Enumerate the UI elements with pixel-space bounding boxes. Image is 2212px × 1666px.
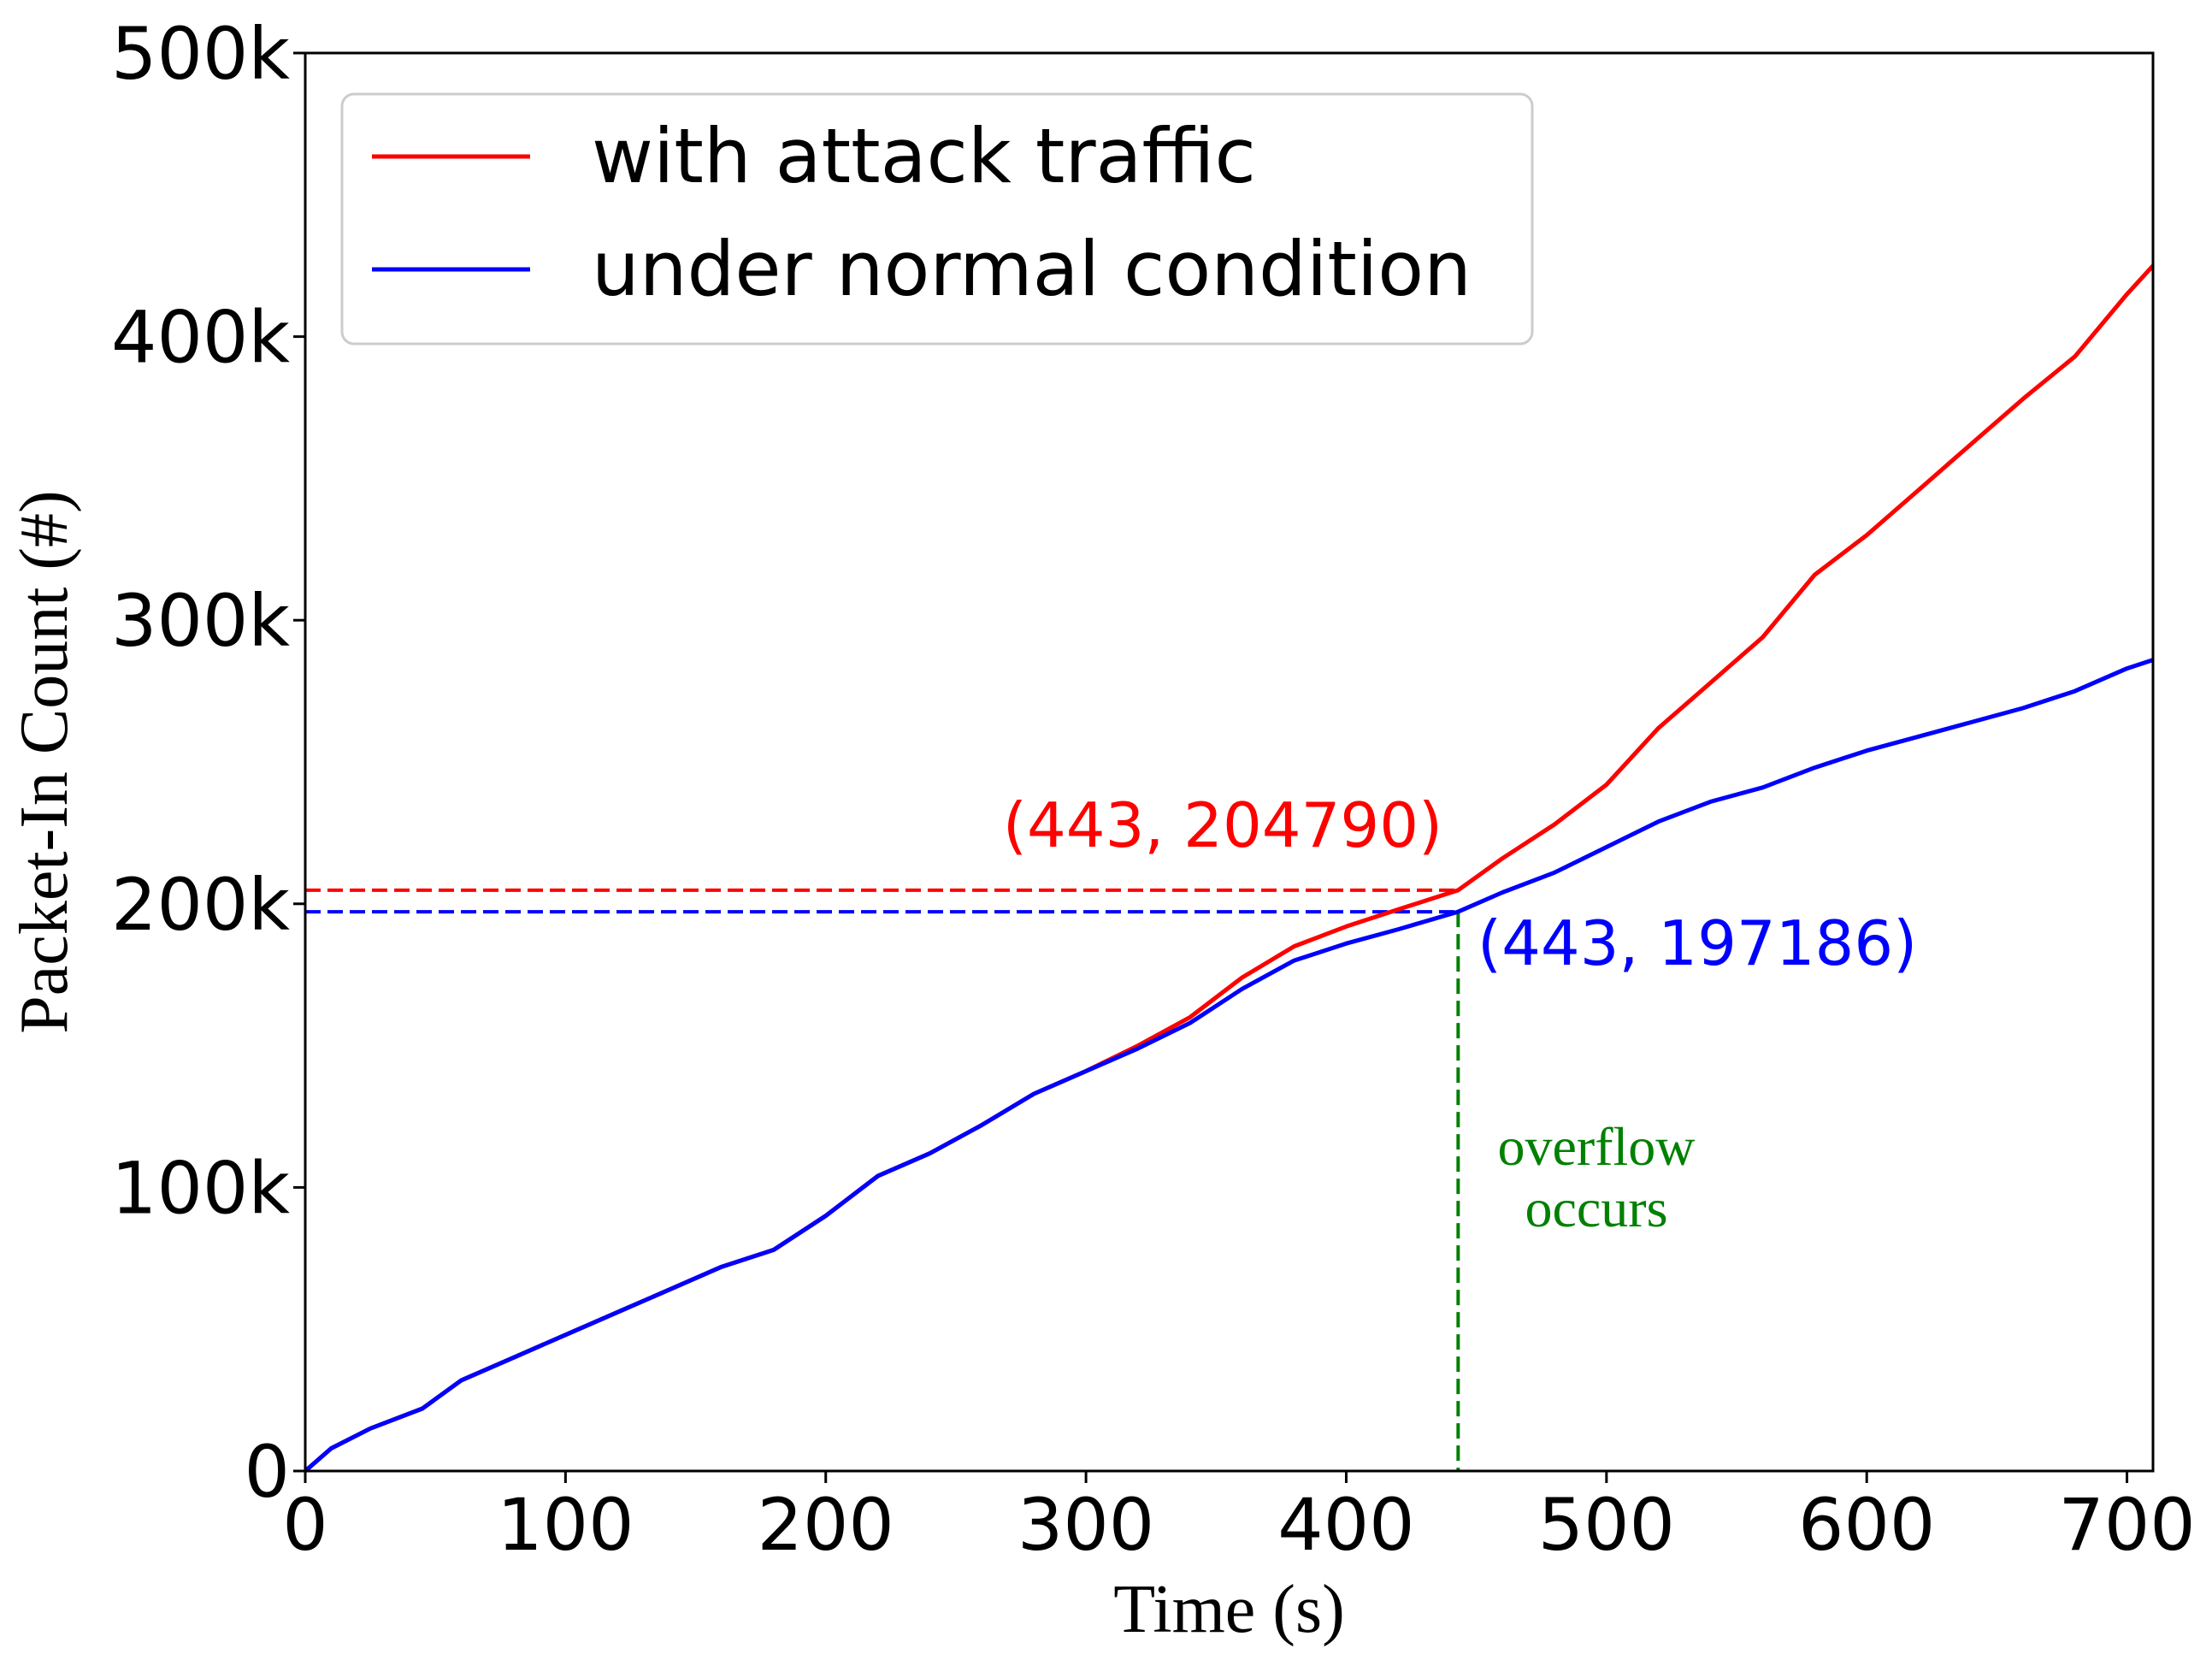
legend-label-0: with attack traffic <box>592 112 1256 200</box>
legend: with attack traffic under normal conditio… <box>340 92 1534 346</box>
x-tick-label: 0 <box>282 1483 327 1567</box>
y-tick-label: 200k <box>111 863 290 947</box>
y-tick-label: 500k <box>111 12 290 96</box>
legend-box <box>340 92 1534 346</box>
annotation-overflow-line1: overflow <box>1497 1116 1695 1177</box>
y-axis-title: Packet-In Count (#) <box>7 490 82 1033</box>
annotation-attack-point: (443, 204790) <box>1003 789 1442 861</box>
x-tick-label: 300 <box>1018 1483 1154 1567</box>
legend-label-1: under normal condition <box>592 225 1472 313</box>
axes-layer: 0 100 200 300 400 500 600 700 0 100k 200k 300k 400k 5… <box>7 12 2196 1647</box>
y-tick-label: 0 <box>245 1430 290 1514</box>
x-tick-label: 700 <box>2058 1483 2195 1567</box>
x-tick-label: 600 <box>1798 1483 1935 1567</box>
x-tick-label: 500 <box>1538 1483 1675 1567</box>
y-tick-label: 100k <box>111 1146 290 1230</box>
x-tick-label: 200 <box>758 1483 894 1567</box>
x-tick-label: 400 <box>1277 1483 1414 1567</box>
y-tick-label: 300k <box>111 579 290 663</box>
plot-frame <box>304 51 2155 1473</box>
x-axis-title: Time (s) <box>1113 1572 1344 1647</box>
annotation-normal-point: (443, 197186) <box>1478 907 1917 979</box>
x-tick-label: 100 <box>497 1483 634 1567</box>
annotation-overflow-line2: occurs <box>1525 1178 1667 1238</box>
series-line-1 <box>304 658 2154 1473</box>
y-tick-label: 400k <box>111 296 290 380</box>
